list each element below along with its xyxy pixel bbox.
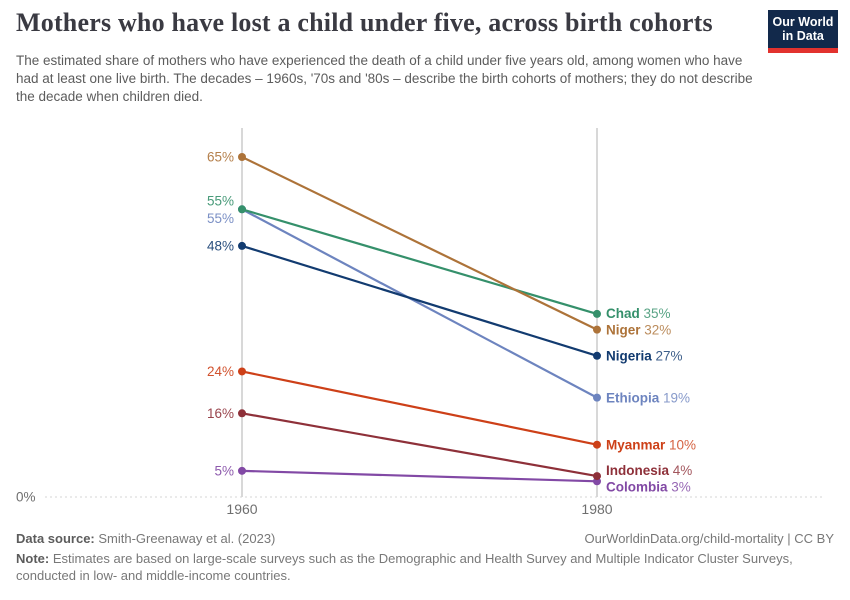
series-dot-start-colombia — [238, 466, 246, 475]
series-line-ethiopia — [241, 208, 598, 399]
series-dot-start-nigeria — [238, 241, 246, 250]
start-value-label-niger: 65% — [207, 150, 234, 165]
series-dot-end-indonesia — [593, 472, 601, 481]
series-dot-start-myanmar — [238, 367, 246, 376]
series-dot-start-chad — [238, 205, 246, 214]
data-source-label: Data source: — [16, 531, 95, 546]
owid-logo: Our World in Data — [768, 10, 838, 53]
series-dot-end-chad — [593, 309, 601, 318]
series-dot-end-myanmar — [593, 440, 601, 449]
series-dot-start-niger — [238, 153, 246, 161]
start-value-label-indonesia: 16% — [207, 406, 234, 421]
chart-subtitle: The estimated share of mothers who have … — [16, 53, 753, 104]
x-tick-label: 1960 — [226, 501, 257, 517]
note-value: Estimates are based on large-scale surve… — [16, 551, 793, 583]
start-value-label-chad: 55% — [207, 193, 234, 208]
series-dot-end-niger — [593, 325, 601, 334]
start-value-label-ethiopia: 55% — [207, 211, 234, 226]
series-line-niger — [241, 156, 598, 331]
data-source-value: Smith-Greenaway et al. (2023) — [94, 531, 276, 546]
start-value-label-myanmar: 24% — [207, 364, 234, 379]
end-label-colombia: Colombia 3% — [606, 480, 691, 495]
start-value-label-colombia: 5% — [214, 464, 234, 479]
end-label-myanmar: Myanmar 10% — [606, 437, 696, 452]
start-value-label-nigeria: 48% — [207, 239, 234, 254]
owid-logo-line1: Our World — [772, 15, 834, 29]
zero-tick-label: 0% — [16, 490, 36, 505]
page-title: Mothers who have lost a child under five… — [16, 8, 713, 37]
series-line-myanmar — [241, 370, 598, 446]
end-label-niger: Niger 32% — [606, 323, 671, 338]
series-dot-start-indonesia — [238, 409, 246, 418]
attribution: OurWorldinData.org/child-mortality | CC … — [584, 531, 835, 546]
chart-note: Note: Estimates are based on large-scale… — [16, 551, 806, 584]
series-line-nigeria — [241, 244, 598, 357]
owid-logo-line2: in Data — [782, 29, 824, 43]
series-line-colombia — [241, 469, 598, 483]
series-line-indonesia — [241, 412, 598, 478]
end-label-ethiopia: Ethiopia 19% — [606, 390, 690, 405]
end-label-indonesia: Indonesia 4% — [606, 463, 692, 478]
x-tick-label: 1980 — [581, 501, 612, 517]
chart-footer: Data source: Smith-Greenaway et al. (202… — [16, 531, 834, 584]
data-source: Data source: Smith-Greenaway et al. (202… — [16, 531, 275, 546]
note-label: Note: — [16, 551, 50, 566]
series-line-chad — [241, 208, 598, 315]
series-dot-end-nigeria — [593, 351, 601, 360]
end-label-chad: Chad 35% — [606, 306, 671, 321]
series-dot-end-ethiopia — [593, 393, 601, 402]
end-label-nigeria: Nigeria 27% — [606, 348, 683, 363]
